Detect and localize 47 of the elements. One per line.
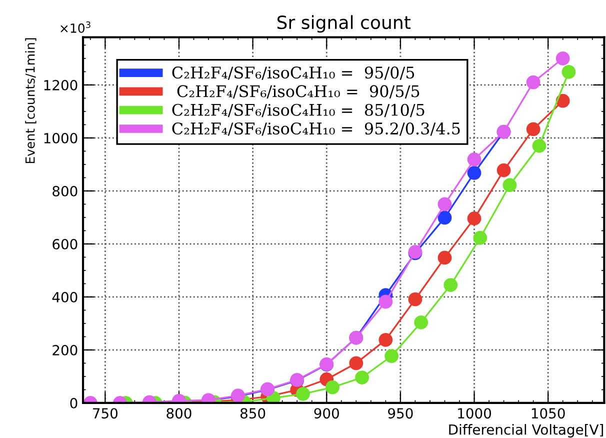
y-tick-label: 1200 — [44, 80, 78, 90]
point — [532, 138, 546, 153]
point — [473, 230, 488, 245]
legend-label: C₂H₂F₄/SF₆/isoC₄H₁₀ = 85/10/5 — [172, 104, 424, 118]
point — [378, 332, 393, 347]
y-tick-label: 600 — [52, 238, 78, 250]
x-tick-label: 750 — [93, 408, 118, 419]
point — [496, 163, 511, 178]
point — [355, 370, 369, 384]
x-tick-label: 850 — [240, 408, 266, 419]
point — [414, 315, 428, 330]
point — [526, 122, 540, 136]
point — [562, 65, 576, 79]
x-tick-label: 900 — [314, 408, 339, 419]
point — [438, 197, 452, 212]
y-tick-label: 800 — [52, 186, 78, 196]
chart-title: Sr signal count — [277, 15, 411, 33]
point — [467, 212, 482, 226]
point — [502, 178, 517, 192]
point — [326, 380, 340, 394]
point — [384, 349, 399, 363]
point — [438, 250, 452, 265]
point — [467, 152, 482, 166]
legend-label: C₂H₂F₄/SF₆/isoC₄H₁₀ = 95/0/5 — [172, 66, 414, 80]
legend-label: C₂H₂F₄/SF₆/isoC₄H₁₀ = 90/5/5 — [177, 85, 420, 99]
point — [556, 94, 570, 108]
y-tick-label: 0 — [70, 398, 78, 408]
x-tick-label: 950 — [388, 408, 413, 419]
point — [556, 51, 570, 66]
legend-label: C₂H₂F₄/SF₆/isoC₄H₁₀ = 95.2/0.3/4.5 — [172, 122, 460, 136]
x-tick-label: 800 — [166, 408, 192, 419]
point — [296, 387, 310, 401]
point — [438, 210, 452, 225]
point — [467, 166, 482, 180]
point — [349, 356, 364, 370]
y-tick-label: 400 — [52, 292, 78, 302]
x-tick-label: 1050 — [532, 408, 565, 419]
point — [378, 294, 393, 309]
point — [408, 292, 422, 306]
x-tick-label: 1000 — [458, 408, 492, 419]
y-tick-label: 200 — [52, 344, 78, 356]
point — [526, 75, 540, 90]
point — [444, 278, 458, 292]
x-axis-title: Differencial Voltage[V] — [449, 424, 603, 438]
text: ×10$^{3}$ — [60, 21, 90, 33]
y-axis-title: Event [counts/1min] — [25, 38, 36, 164]
y-tick-label: 1000 — [44, 132, 78, 144]
